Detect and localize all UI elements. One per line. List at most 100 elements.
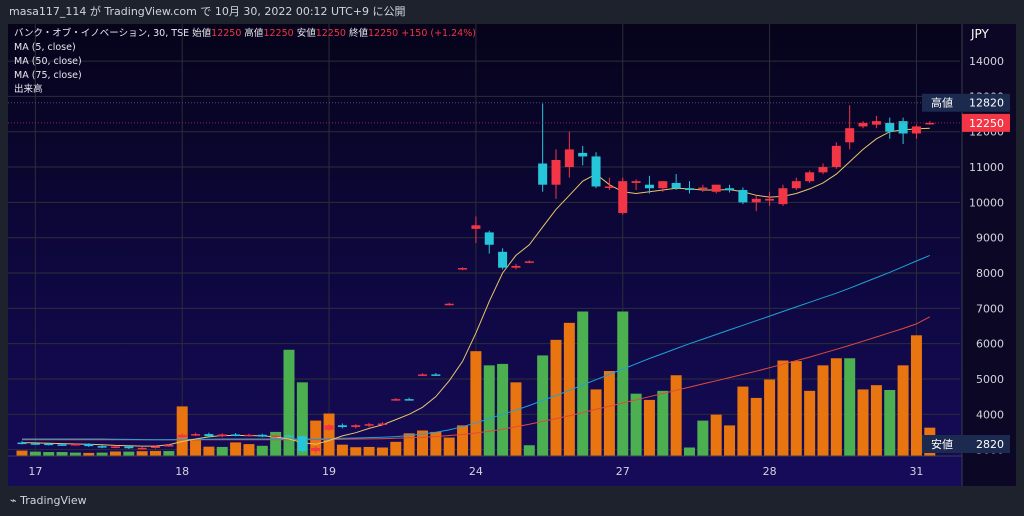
candle-body	[791, 181, 801, 189]
legend-low-value: 12250	[315, 28, 346, 39]
volume-bar	[96, 452, 108, 456]
price-tick-label: 8000	[976, 267, 1004, 280]
candle-body	[70, 443, 80, 446]
volume-bar	[563, 322, 575, 456]
legend-high-value: 12250	[263, 28, 294, 39]
volume-bar	[884, 389, 896, 456]
candle-body	[698, 187, 708, 190]
candle-body	[685, 188, 694, 191]
footer-bar: ⌁ TradingView	[0, 486, 1024, 516]
volume-bar	[590, 389, 602, 456]
candle-body	[498, 251, 508, 268]
candle-body	[364, 424, 374, 426]
candle-body	[30, 443, 40, 445]
candle-body	[284, 435, 294, 438]
volume-bar	[817, 365, 829, 456]
candle-body	[151, 446, 160, 448]
candle-body	[604, 186, 614, 188]
volume-bar	[256, 445, 268, 456]
legend-ohlc-row: バンク・オブ・イノベーション, 30, TSE 始値12250 高値12250 …	[14, 27, 476, 41]
legend-ma5[interactable]: MA (5, close)	[14, 42, 76, 53]
volume-bar	[844, 358, 856, 456]
candle-body	[337, 425, 347, 428]
volume-bar	[537, 355, 549, 456]
last-price-tag	[962, 113, 1010, 132]
candle-body	[671, 182, 681, 189]
candle-body	[377, 423, 387, 426]
candle-body	[858, 122, 868, 127]
volume-bar	[216, 446, 228, 456]
time-tick-label: 18	[175, 465, 189, 478]
volume-bar	[29, 451, 41, 456]
time-tick-label: 24	[469, 465, 483, 478]
volume-bar	[203, 446, 215, 456]
volume-bar	[230, 442, 242, 456]
high-price-value: 12820	[969, 97, 1004, 110]
high-marker-label-bg	[922, 93, 962, 112]
candle-body	[551, 159, 561, 185]
volume-bar	[697, 420, 709, 456]
volume-bar	[790, 361, 802, 456]
volume-bar	[724, 425, 736, 456]
candle-body	[618, 181, 628, 213]
time-tick-label: 28	[763, 465, 777, 478]
price-tick-label: 5000	[976, 373, 1004, 386]
volume-bar	[643, 399, 655, 456]
chart-area[interactable]: バンク・オブ・イノベーション, 30, TSE 始値12250 高値12250 …	[8, 24, 1016, 486]
high-price-tag	[962, 93, 1010, 112]
candle-body	[137, 447, 147, 450]
currency-label: JPY	[970, 27, 990, 41]
volume-bar	[270, 431, 282, 456]
candle-body	[738, 190, 748, 203]
legend-volume[interactable]: 出来高	[14, 84, 43, 95]
candle-body	[257, 434, 267, 437]
candle-body	[658, 181, 668, 189]
volume-bar	[630, 393, 642, 456]
volume-bar	[363, 446, 375, 456]
price-tick-label: 9000	[976, 232, 1004, 245]
candle-body	[97, 446, 107, 448]
volume-bar	[310, 420, 322, 456]
volume-bar	[510, 382, 522, 456]
candle-body	[591, 156, 601, 187]
price-tick-label: 14000	[969, 55, 1004, 68]
candle-body	[778, 188, 788, 205]
candle-body	[57, 444, 67, 446]
low-marker-label-bg	[922, 435, 962, 453]
price-tick-label: 10000	[969, 196, 1004, 209]
time-tick-label: 27	[616, 465, 630, 478]
legend-open-label: 始値	[192, 28, 212, 39]
candle-body	[110, 446, 120, 448]
time-tick-label: 31	[909, 465, 923, 478]
legend-ma50[interactable]: MA (50, close)	[14, 56, 82, 67]
legend-ma75[interactable]: MA (75, close)	[14, 70, 82, 81]
volume-bar	[123, 451, 135, 456]
volume-bar	[777, 360, 789, 456]
candle-body	[351, 425, 361, 428]
volume-bar	[16, 450, 28, 456]
volume-bar	[69, 452, 81, 456]
candle-body	[458, 268, 468, 270]
low-price-value: 2820	[976, 438, 1004, 451]
candle-body	[484, 232, 494, 245]
candle-body	[538, 163, 548, 185]
candle-body	[244, 434, 254, 437]
volume-bar	[804, 390, 816, 456]
candle-body	[631, 181, 641, 183]
volume-bar	[897, 365, 909, 456]
low-price-tag	[962, 435, 1010, 453]
candle-body	[751, 198, 761, 203]
volume-bar	[857, 389, 869, 456]
volume-bar	[910, 335, 922, 456]
legend-symbol: バンク・オブ・イノベーション, 30, TSE	[14, 28, 190, 39]
volume-bar	[109, 451, 121, 456]
volume-bar	[617, 311, 629, 456]
candle-body	[644, 184, 654, 189]
price-chart-svg[interactable]: 3000400050006000700080009000100001100012…	[8, 24, 1016, 486]
tradingview-brand[interactable]: ⌁ TradingView	[10, 494, 87, 507]
last-price-value: 12250	[969, 117, 1004, 130]
time-tick-label: 17	[28, 465, 42, 478]
publish-header-text: masa117_114 が TradingView.com で 10月 30, …	[9, 5, 406, 18]
candle-body	[911, 126, 921, 134]
volume-bar	[376, 447, 388, 456]
